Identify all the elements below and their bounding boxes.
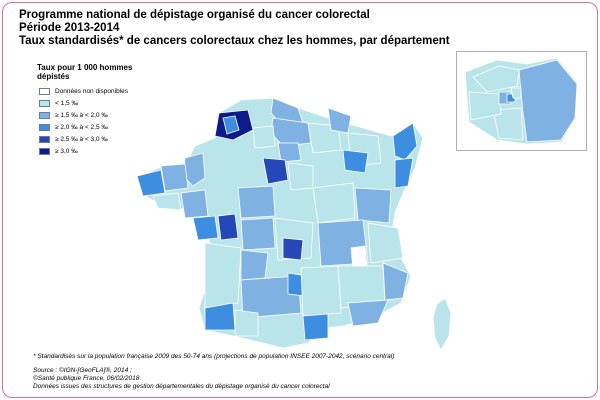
- inset-seine-saint-denis: [510, 87, 522, 99]
- legend-swatch-class-1: [39, 99, 50, 107]
- legend-item-class-4: ≥ 2,5 ‰ à < 3,0 ‰: [39, 133, 128, 145]
- region-centre: [237, 185, 276, 219]
- inset-essonne: [492, 107, 524, 141]
- region-bourgogne: [312, 182, 356, 224]
- ile-de-france-inset: [456, 51, 587, 151]
- legend-swatch-class-2: [39, 111, 50, 119]
- region-midi-pyrenees: [240, 275, 302, 319]
- region-loire-atlantique: [180, 189, 209, 219]
- region-limousin: [240, 217, 276, 251]
- region-aube: [342, 149, 369, 174]
- region-hautes-pyrenees: [234, 309, 259, 337]
- legend-item-class-2: ≥ 1,5 ‰ à < 2,0 ‰: [39, 109, 128, 121]
- region-bretagne-cotes: [160, 163, 189, 192]
- legend-label-class-3: ≥ 2,0 ‰ à < 2,5 ‰: [55, 123, 108, 131]
- region-bretagne-finistere: [136, 169, 166, 197]
- legend: Données non disponibles < 1,5 ‰ ≥ 1,5 ‰ …: [39, 85, 128, 157]
- legend-item-na: Données non disponibles: [39, 85, 128, 97]
- figure-title: Programme national de dépistage organisé…: [19, 9, 450, 48]
- title-line-3: Taux standardisés* de cancers colorectau…: [19, 35, 450, 47]
- title-line-2: Période 2013-2014: [19, 22, 120, 34]
- legend-swatch-class-3: [39, 123, 50, 131]
- region-aquitaine: [204, 242, 242, 309]
- footnote-standardisation: * Standardisés sur la population françai…: [33, 353, 395, 360]
- source-line-2: ©Santé publique France, 06/02/2018: [33, 375, 140, 382]
- region-languedoc: [300, 265, 342, 317]
- legend-swatch-class-4: [39, 135, 50, 143]
- legend-item-class-1: < 1,5 ‰: [39, 97, 128, 109]
- legend-title: Taux pour 1 000 hommes dépistés: [37, 63, 133, 81]
- legend-label-class-1: < 1,5 ‰: [55, 99, 78, 107]
- region-var: [347, 299, 389, 327]
- legend-label-class-2: ≥ 1,5 ‰ à < 2,0 ‰: [55, 111, 108, 119]
- legend-label-class-4: ≥ 2,5 ‰ à < 3,0 ‰: [55, 135, 108, 143]
- region-ile-de-france: [277, 142, 302, 163]
- legend-label-class-5: ≥ 3,0 ‰: [55, 147, 78, 155]
- region-ardennes: [327, 107, 352, 134]
- region-na-drome: [350, 245, 368, 269]
- region-deux-sevres: [217, 213, 239, 241]
- title-line-1: Programme national de dépistage organisé…: [19, 9, 370, 21]
- source-line-3: Données issues des structures de gestion…: [33, 383, 330, 390]
- legend-swatch-na: [39, 87, 50, 95]
- region-bas-rhin: [392, 122, 418, 161]
- region-vendee: [192, 215, 219, 241]
- corsica: [432, 297, 452, 351]
- legend-swatch-class-5: [39, 147, 50, 155]
- region-haut-rhin: [394, 157, 414, 189]
- inset-val-d-oise: [472, 65, 520, 93]
- legend-item-class-3: ≥ 2,0 ‰ à < 2,5 ‰: [39, 121, 128, 133]
- region-alpes-maritimes: [382, 262, 409, 301]
- inset-yvelines: [468, 91, 502, 121]
- region-herault: [302, 313, 329, 341]
- region-savoie: [367, 222, 404, 264]
- region-dordogne: [240, 249, 269, 281]
- legend-item-class-5: ≥ 3,0 ‰: [39, 145, 128, 157]
- source-line-1: Source : ©IGN-[GeoFLA]®, 2014 ;: [33, 367, 132, 374]
- region-pyrenees-atlantiques: [204, 302, 236, 331]
- inset-seine-et-marne: [518, 59, 578, 143]
- region-eure: [252, 125, 276, 149]
- region-cantal: [282, 237, 304, 261]
- region-franche-comte: [354, 187, 392, 224]
- region-seine-maritime: [222, 115, 240, 135]
- france-map: [136, 98, 452, 351]
- region-morbihan: [152, 192, 182, 211]
- legend-label-na: Données non disponibles: [55, 87, 128, 95]
- region-loiret: [287, 162, 314, 191]
- region-sarthe-loir: [262, 157, 289, 185]
